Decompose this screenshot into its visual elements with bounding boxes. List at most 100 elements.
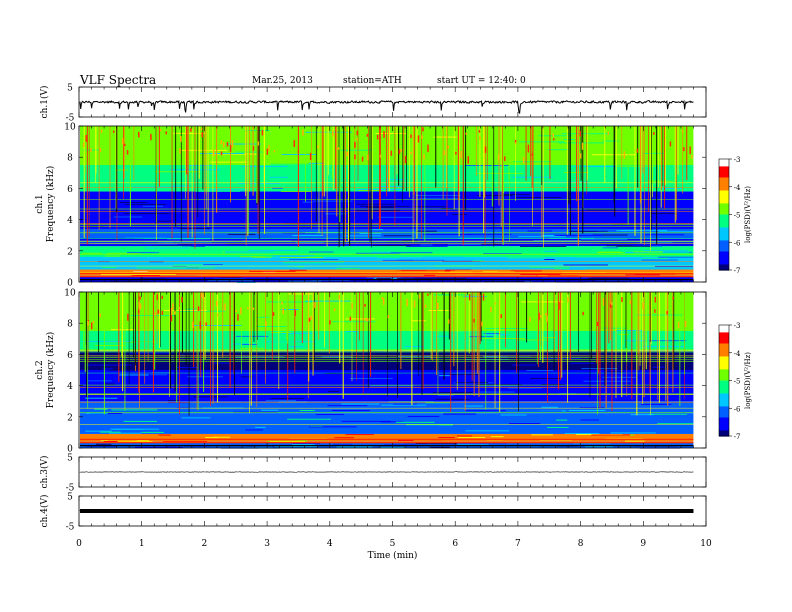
high-psd-speckle (159, 128, 162, 132)
spectrogram-texture (119, 201, 147, 203)
y-tick-label-ch1-waveform: 5 (67, 84, 73, 94)
high-psd-speckle (354, 154, 356, 160)
colorbar-swatch (719, 341, 729, 345)
colorbar-tick-label: -4 (734, 184, 741, 192)
spectrogram-texture (324, 213, 347, 215)
spectrogram-texture (643, 346, 684, 348)
high-psd-speckle (170, 307, 173, 316)
high-psd-speckle (522, 157, 525, 164)
high-psd-speckle (216, 301, 218, 306)
y-tick-label-ch2-spectrogram: 2 (67, 413, 73, 423)
high-psd-speckle (346, 151, 349, 157)
spectrogram-texture (203, 264, 223, 265)
spectrogram-texture (232, 343, 250, 345)
x-tick-label: 0 (76, 539, 82, 549)
spectrogram-texture (547, 149, 569, 151)
colorbar-swatch (719, 358, 729, 361)
spectrogram-texture (532, 166, 580, 168)
spectrogram-texture (139, 278, 167, 280)
high-psd-speckle (90, 322, 93, 330)
spectrogram-texture (648, 413, 688, 415)
high-psd-speckle (514, 140, 517, 144)
spectrogram-texture (562, 428, 597, 430)
high-psd-speckle (484, 146, 487, 153)
spectrogram-texture (100, 274, 136, 276)
spectrogram-texture (366, 346, 402, 348)
spectrogram-texture (602, 376, 636, 378)
spectrogram-texture (636, 433, 681, 435)
spectrogram-texture (82, 340, 132, 342)
spectrogram-texture (650, 213, 677, 214)
spectrogram-texture (520, 410, 562, 412)
colorbar-swatch (719, 325, 729, 328)
colorbar-tick-label: -3 (734, 156, 741, 164)
high-psd-speckle (529, 316, 531, 322)
spectrogram-texture (327, 390, 340, 392)
colorbar-swatch (719, 268, 729, 271)
colorbar-swatch (719, 159, 729, 162)
spectrogram-texture (553, 238, 579, 240)
spectrogram-texture (240, 347, 264, 349)
spectrogram-texture (254, 426, 266, 428)
spectrogram-texture (270, 163, 316, 165)
y-tick-label-ch2-spectrogram: 4 (67, 382, 73, 392)
spectrogram-texture (148, 268, 192, 270)
spectrogram-texture (136, 267, 185, 269)
spectrogram-texture (377, 256, 400, 258)
spectrogram-texture (480, 391, 515, 393)
spectrogram-texture (641, 257, 668, 259)
spectrogram-texture (448, 243, 494, 245)
colorbar-swatch (719, 411, 729, 415)
spectrogram-texture (393, 403, 417, 405)
high-psd-speckle (455, 151, 457, 155)
spectrogram-texture (418, 197, 461, 199)
spectrogram-texture (654, 333, 691, 335)
spectrogram-texture (123, 420, 158, 422)
high-psd-speckle (404, 155, 407, 164)
spectrogram-texture (360, 205, 411, 207)
high-psd-speckle (376, 134, 379, 140)
spectrogram-texture (657, 423, 703, 425)
spectrogram-texture (245, 429, 264, 431)
colorbar-swatch (719, 339, 729, 343)
spectrogram-texture (273, 304, 313, 306)
spectrogram-texture (467, 175, 483, 177)
colorbar-swatch (719, 424, 729, 428)
spectrogram-texture (226, 143, 261, 145)
high-psd-speckle (138, 304, 141, 310)
spectrogram-texture (274, 386, 316, 388)
spectrogram-texture (86, 412, 108, 414)
spectrogram-texture (172, 359, 190, 361)
colorbar-swatch (719, 253, 729, 256)
spectrogram-texture (520, 274, 561, 276)
spectrogram-texture (396, 259, 445, 261)
spectrogram-texture (431, 446, 451, 448)
spectrogram-texture (266, 137, 309, 139)
high-psd-speckle (654, 296, 657, 303)
spectrogram-band (80, 228, 694, 239)
spectrogram-texture (644, 234, 685, 236)
high-psd-speckle (683, 147, 685, 152)
spectrogram-texture (368, 402, 403, 404)
spectrogram-texture (158, 235, 207, 237)
spectrogram-texture (181, 417, 211, 419)
high-psd-speckle (387, 314, 390, 319)
spectrogram-texture (217, 437, 263, 439)
spectrogram-texture (561, 133, 611, 135)
colorbar-swatch (719, 257, 729, 260)
colorbar-tick-label: -5 (734, 212, 741, 220)
spectrogram-texture (149, 261, 164, 263)
spectrogram-texture (117, 441, 153, 443)
high-psd-speckle (309, 152, 312, 161)
spectrogram-texture (597, 252, 625, 254)
colorbar-swatch (719, 227, 729, 230)
colorbar-tick-label: -6 (734, 239, 741, 247)
colorbar-swatch (719, 330, 729, 333)
colorbar-swatch (719, 181, 729, 184)
x-tick-label: 5 (390, 539, 396, 549)
chart-title: VLF Spectra (80, 73, 157, 87)
spectrogram-texture (210, 161, 247, 163)
spectrogram-texture (561, 268, 586, 270)
spectrogram-texture (627, 271, 665, 273)
colorbar-swatch (719, 188, 729, 192)
